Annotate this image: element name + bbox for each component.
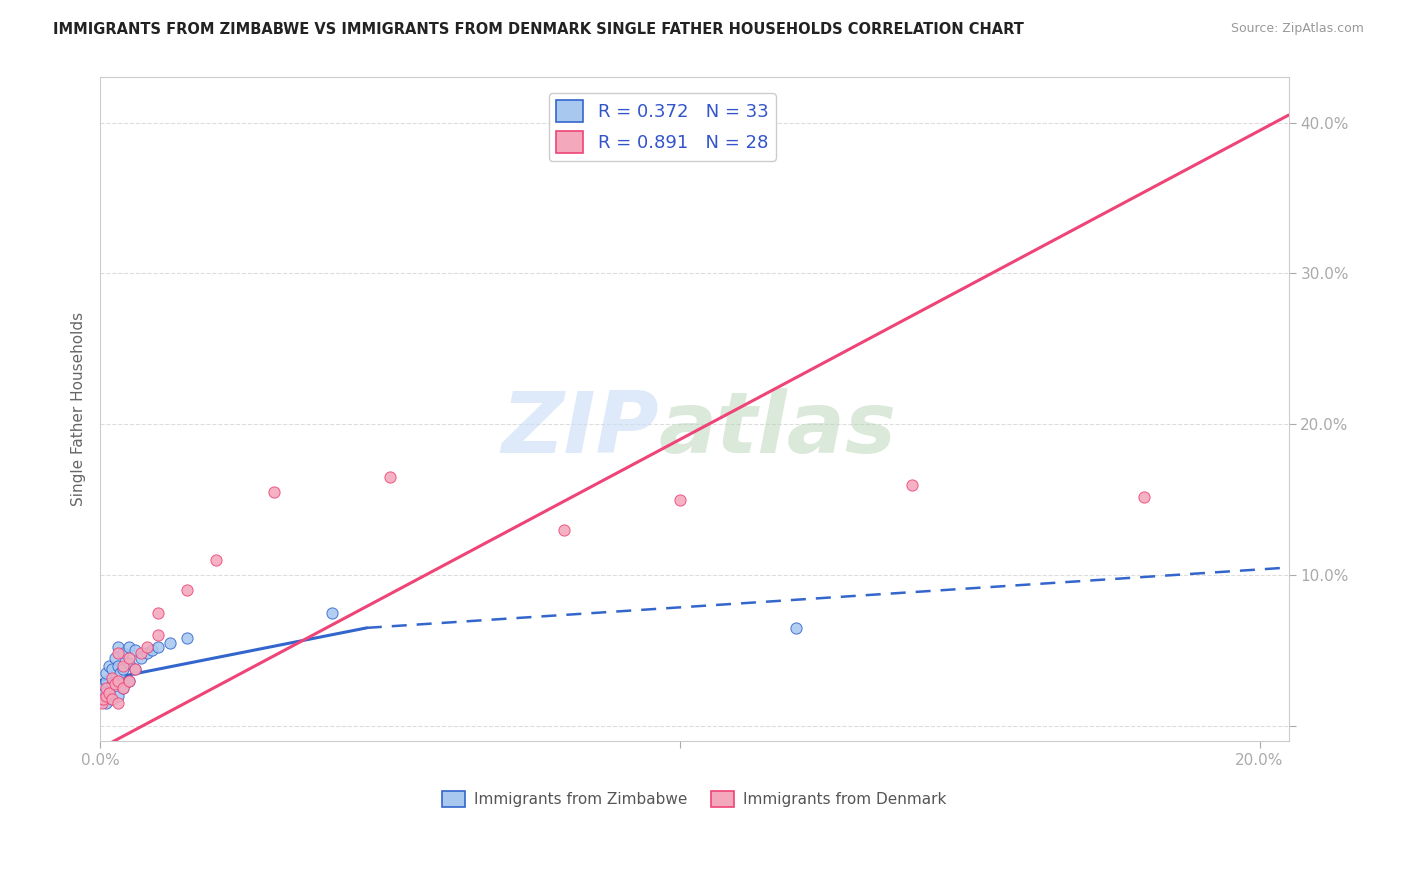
Point: [100, 676, 122, 690]
Point: [900, 477, 922, 491]
Point: [97, 686, 120, 700]
Point: [107, 640, 129, 655]
Point: [146, 640, 169, 655]
Point: [124, 662, 146, 676]
Point: [90, 689, 112, 703]
Point: [112, 662, 135, 676]
Point: [159, 636, 181, 650]
Point: [107, 673, 129, 688]
Point: [321, 606, 343, 620]
Point: [118, 651, 141, 665]
Text: atlas: atlas: [658, 388, 897, 471]
Point: [146, 606, 169, 620]
Point: [104, 676, 127, 690]
Point: [100, 691, 122, 706]
Point: [129, 651, 152, 665]
Point: [129, 647, 152, 661]
Point: [104, 651, 127, 665]
Point: [107, 673, 129, 688]
Point: [94, 666, 117, 681]
Point: [97, 658, 120, 673]
Point: [94, 681, 117, 695]
Point: [100, 671, 122, 685]
Point: [107, 647, 129, 661]
Point: [118, 673, 141, 688]
Point: [94, 673, 117, 688]
Text: ZIP: ZIP: [501, 388, 658, 471]
Point: [107, 689, 129, 703]
Text: IMMIGRANTS FROM ZIMBABWE VS IMMIGRANTS FROM DENMARK SINGLE FATHER HOUSEHOLDS COR: IMMIGRANTS FROM ZIMBABWE VS IMMIGRANTS F…: [53, 22, 1025, 37]
Point: [90, 696, 112, 710]
Point: [97, 686, 120, 700]
Point: [135, 640, 157, 655]
Point: [93, 686, 115, 700]
Point: [118, 640, 141, 655]
Point: [107, 696, 129, 710]
Point: [124, 662, 146, 676]
Point: [124, 643, 146, 657]
Point: [1132, 490, 1154, 504]
Point: [112, 681, 135, 695]
Point: [107, 658, 129, 673]
Point: [205, 553, 228, 567]
Point: [94, 689, 117, 703]
Legend: Immigrants from Zimbabwe, Immigrants from Denmark: Immigrants from Zimbabwe, Immigrants fro…: [436, 785, 952, 814]
Point: [378, 470, 401, 484]
Point: [118, 673, 141, 688]
Point: [91, 681, 114, 695]
Point: [146, 628, 169, 642]
Point: [100, 662, 122, 676]
Point: [91, 691, 114, 706]
Point: [263, 485, 285, 500]
Point: [176, 583, 198, 598]
Point: [669, 492, 692, 507]
Point: [785, 621, 807, 635]
Point: [100, 691, 122, 706]
Point: [94, 696, 117, 710]
Point: [110, 666, 132, 681]
Point: [553, 523, 575, 537]
Point: [176, 632, 198, 646]
Point: [112, 658, 135, 673]
Text: Source: ZipAtlas.com: Source: ZipAtlas.com: [1230, 22, 1364, 36]
Point: [112, 647, 135, 661]
Point: [112, 681, 135, 695]
Point: [141, 643, 163, 657]
Point: [118, 656, 141, 670]
Point: [135, 647, 157, 661]
Y-axis label: Single Father Households: Single Father Households: [72, 312, 86, 507]
